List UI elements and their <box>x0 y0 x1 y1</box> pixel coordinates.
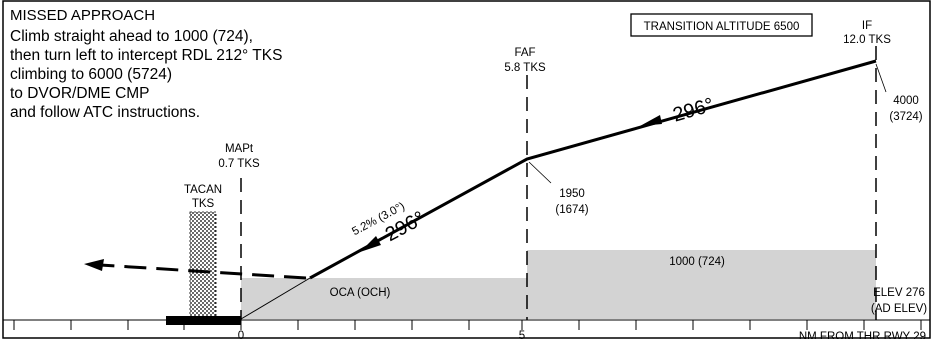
oca-shaded-area <box>241 250 876 319</box>
faf-altitude: 1950 <box>559 188 585 200</box>
missed-approach-arrow-icon <box>84 259 104 271</box>
missed-approach-line: and follow ATC instructions. <box>10 104 200 121</box>
faf-fix-distance: 5.8 TKS <box>504 62 546 74</box>
approach-profile-line <box>309 59 877 280</box>
tacan-id-label: TKS <box>192 198 215 210</box>
upper-course-label: 296° <box>670 94 716 127</box>
if-altitude: 4000 <box>893 95 919 107</box>
missed-approach-line: climbing to 6000 (5724) <box>10 66 172 83</box>
axis-tick-label: 0 <box>238 330 244 339</box>
missed-approach-path <box>99 263 307 280</box>
oca-upper-value: 1000 (724) <box>669 256 725 268</box>
missed-approach-line: Climb straight ahead to 1000 (724), <box>10 28 253 45</box>
mapt-fix-name: MAPt <box>225 143 254 155</box>
tacan-stipple-block <box>189 211 217 320</box>
final-descent-thin-line <box>240 277 311 320</box>
transition-altitude-label: TRANSITION ALTITUDE 6500 <box>644 21 800 33</box>
axis-label: NM FROM THR RWY 29 <box>799 331 926 339</box>
tacan-label: TACAN <box>184 184 222 196</box>
oca-label: OCA (OCH) <box>330 287 391 299</box>
missed-approach-title: MISSED APPROACH <box>10 7 155 24</box>
if-fix-name: IF <box>862 20 872 32</box>
missed-approach-line: to DVOR/DME CMP <box>10 85 150 102</box>
upper-course-arrow-icon <box>640 115 662 126</box>
faf-altitude-leader <box>528 161 552 184</box>
if-fix-distance: 12.0 TKS <box>843 34 891 46</box>
faf-fix-name: FAF <box>514 47 535 59</box>
mapt-fix-distance: 0.7 TKS <box>218 158 260 170</box>
aerodrome-elevation-note: (AD ELEV) <box>871 303 927 315</box>
if-altitude-leader <box>875 63 887 93</box>
faf-height: (1674) <box>555 204 588 216</box>
axis-tick-label: 5 <box>519 330 525 339</box>
transition-altitude-box <box>630 13 813 37</box>
lower-course-arrow-icon <box>360 236 381 252</box>
aerodrome-elevation: ELEV 276 <box>873 287 925 299</box>
runway-bar <box>166 316 241 325</box>
missed-approach-line: then turn left to intercept RDL 212° TKS <box>10 47 282 64</box>
if-height: (3724) <box>889 111 922 123</box>
